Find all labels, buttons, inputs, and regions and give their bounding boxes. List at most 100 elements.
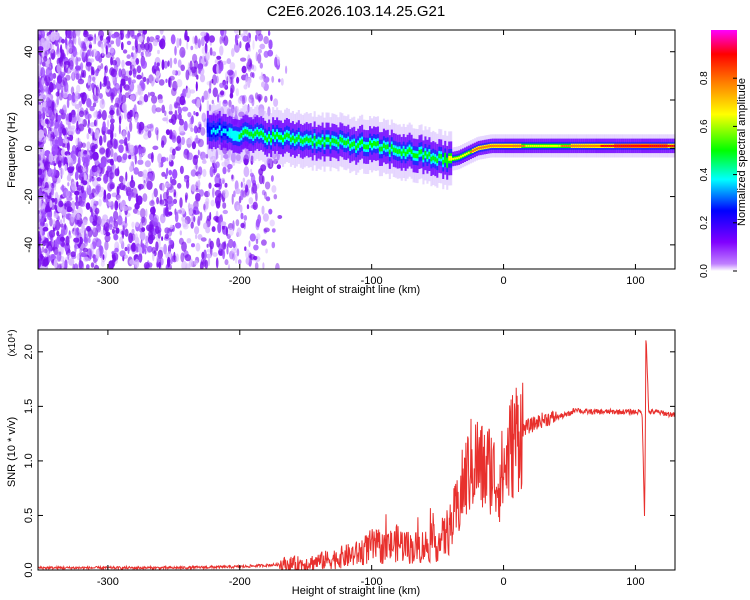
heatmap-cell — [222, 209, 228, 215]
heatmap-cell — [659, 144, 662, 147]
heatmap-cell — [234, 34, 238, 45]
heatmap-cell — [243, 215, 248, 221]
heatmap-cell — [38, 34, 42, 41]
heatmap-cell — [186, 179, 190, 189]
heatmap-cell — [252, 133, 255, 139]
heatmap-cell — [303, 138, 306, 143]
heatmap-cell — [38, 54, 41, 65]
heatmap-cell — [87, 65, 91, 72]
heatmap-cell — [56, 251, 62, 262]
heatmap-cell — [143, 125, 150, 132]
heatmap-cell — [456, 157, 459, 160]
heatmap-cell — [47, 245, 52, 252]
heatmap-cell — [667, 144, 670, 147]
heatmap-cell — [192, 36, 195, 45]
heatmap-cell — [487, 145, 490, 148]
heatmap-cell — [446, 160, 449, 166]
heatmap-cell — [161, 104, 165, 114]
heatmap-cell — [157, 153, 163, 164]
heatmap-cell — [168, 154, 172, 163]
heatmap-cell — [86, 141, 91, 150]
heatmap-cell — [139, 43, 146, 49]
heatmap-cell — [77, 36, 81, 46]
heatmap-cell — [331, 138, 334, 143]
heatmap-cell — [161, 140, 165, 148]
heatmap-cell — [263, 227, 270, 233]
heatmap-cell — [564, 144, 567, 147]
heatmap-cell — [242, 130, 245, 135]
heatmap-cell — [172, 198, 178, 205]
heatmap-cell — [60, 90, 64, 98]
heatmap-cell — [64, 202, 67, 210]
heatmap-cell — [209, 156, 217, 163]
heatmap-cell — [161, 171, 166, 177]
heatmap-cell — [400, 151, 403, 157]
heatmap-cell — [139, 208, 146, 219]
heatmap-cell — [240, 222, 245, 229]
heatmap-cell — [545, 144, 548, 147]
heatmap-cell — [574, 144, 577, 147]
heatmap-cell — [252, 40, 255, 50]
heatmap-cell — [347, 139, 350, 144]
heatmap-cell — [89, 50, 93, 57]
heatmap-cell — [197, 138, 204, 148]
heatmap-cell — [181, 136, 185, 146]
heatmap-cell — [491, 144, 494, 147]
heatmap-cell — [213, 109, 219, 116]
heatmap-cell — [176, 135, 182, 144]
heatmap-cell — [293, 138, 296, 144]
heatmap-cell — [154, 127, 159, 136]
heatmap-cell — [495, 144, 498, 147]
heatmap-cell — [175, 253, 179, 262]
colorbar-label: Normalized spectral amplitude — [736, 78, 748, 226]
heatmap-cell — [65, 200, 72, 208]
heatmap-cell — [115, 227, 120, 234]
heatmap-cell — [158, 161, 161, 168]
heatmap-cell — [133, 144, 140, 155]
heatmap-cell — [89, 105, 95, 112]
heatmap-cell — [375, 141, 378, 147]
heatmap-cell — [151, 80, 155, 87]
heatmap-cell — [169, 224, 174, 230]
heatmap-cell — [145, 51, 149, 58]
heatmap-cell — [99, 81, 102, 90]
heatmap-cell — [553, 144, 556, 147]
heatmap-cell — [181, 106, 189, 112]
heatmap-cell — [171, 87, 177, 97]
x-tick-label: -200 — [229, 576, 251, 588]
heatmap-cell — [116, 201, 119, 209]
heatmap-cell — [515, 144, 518, 147]
heatmap-cell — [64, 163, 68, 172]
heatmap-cell — [103, 224, 106, 236]
heatmap-cell — [206, 253, 212, 259]
heatmap-cell — [79, 75, 83, 81]
heatmap-cell — [254, 34, 258, 42]
heatmap-cell — [245, 257, 250, 264]
heatmap-cell — [343, 140, 346, 145]
heatmap-cell — [68, 47, 74, 54]
heatmap-cell — [116, 155, 122, 163]
heatmap-cell — [110, 40, 115, 45]
heatmap-cell — [181, 241, 187, 252]
heatmap-cell — [227, 69, 234, 76]
heatmap-cell — [141, 216, 147, 226]
heatmap-cell — [274, 134, 277, 140]
heatmap-cell — [454, 157, 457, 160]
heatmap-cell — [462, 154, 465, 157]
heatmap-cell — [271, 228, 276, 233]
heatmap-cell — [172, 169, 178, 180]
heatmap-cell — [68, 43, 73, 54]
heatmap-cell — [167, 256, 171, 268]
heatmap-cell — [117, 215, 123, 226]
heatmap-cell — [191, 141, 196, 150]
heatmap-cell — [235, 106, 239, 111]
heatmap-cell — [483, 146, 486, 149]
heatmap-cell — [92, 91, 99, 102]
heatmap-cell — [92, 151, 99, 161]
y-tick-label: -20 — [23, 189, 35, 205]
heatmap-cell — [67, 191, 73, 198]
heatmap-cell — [215, 75, 219, 84]
heatmap-cell — [213, 166, 216, 176]
heatmap-cell — [195, 112, 199, 117]
heatmap-cell — [497, 144, 500, 147]
